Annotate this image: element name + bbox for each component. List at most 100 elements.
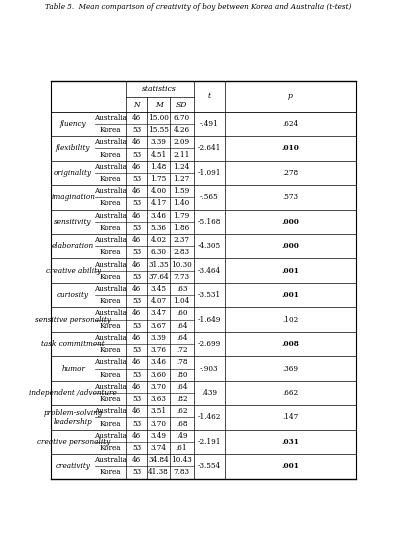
- Text: creativity: creativity: [56, 462, 91, 470]
- Text: -3.464: -3.464: [198, 267, 221, 275]
- Text: 1.59: 1.59: [173, 187, 190, 195]
- Text: 4.00: 4.00: [150, 187, 167, 195]
- Text: 1.24: 1.24: [173, 163, 190, 171]
- Text: .001: .001: [281, 291, 299, 299]
- Text: .000: .000: [281, 242, 299, 250]
- Text: 37.64: 37.64: [148, 273, 169, 281]
- Text: 46: 46: [132, 334, 141, 342]
- Text: 4.07: 4.07: [150, 297, 167, 305]
- Text: statistics: statistics: [143, 85, 177, 93]
- Text: Australia: Australia: [94, 334, 127, 342]
- Text: SD: SD: [176, 100, 187, 109]
- Text: .001: .001: [281, 267, 299, 275]
- Text: .63: .63: [176, 285, 187, 293]
- Text: 7.83: 7.83: [173, 468, 190, 476]
- Text: 3.70: 3.70: [150, 420, 167, 428]
- Text: Korea: Korea: [100, 370, 121, 379]
- Text: 46: 46: [132, 407, 141, 415]
- Text: Australia: Australia: [94, 236, 127, 244]
- Text: 53: 53: [132, 297, 141, 305]
- Text: sensitive personality: sensitive personality: [35, 315, 111, 323]
- Text: Korea: Korea: [100, 151, 121, 159]
- Text: Australia: Australia: [94, 285, 127, 293]
- Text: .68: .68: [176, 420, 187, 428]
- Text: 46: 46: [132, 285, 141, 293]
- Text: 2.09: 2.09: [173, 138, 190, 146]
- Text: t: t: [208, 92, 211, 100]
- Text: Australia: Australia: [94, 261, 127, 268]
- Text: .102: .102: [282, 315, 299, 323]
- Text: .008: .008: [281, 340, 299, 348]
- Text: 3.46: 3.46: [150, 359, 167, 366]
- Text: 34.84: 34.84: [148, 456, 169, 464]
- Text: 53: 53: [132, 370, 141, 379]
- Text: 3.51: 3.51: [150, 407, 167, 415]
- Text: Korea: Korea: [100, 248, 121, 256]
- Text: 53: 53: [132, 346, 141, 354]
- Text: .64: .64: [176, 334, 187, 342]
- Text: 53: 53: [132, 126, 141, 134]
- Text: -2.641: -2.641: [198, 145, 221, 152]
- Text: 53: 53: [132, 199, 141, 207]
- Text: 53: 53: [132, 322, 141, 330]
- Text: 3.76: 3.76: [150, 346, 167, 354]
- Text: task commitment: task commitment: [41, 340, 105, 348]
- Text: Australia: Australia: [94, 163, 127, 171]
- Text: -3.531: -3.531: [198, 291, 221, 299]
- Text: -1.649: -1.649: [198, 315, 221, 323]
- Text: Australia: Australia: [94, 114, 127, 122]
- Text: 3.63: 3.63: [150, 395, 166, 403]
- Text: 46: 46: [132, 383, 141, 391]
- Text: -5.168: -5.168: [198, 218, 221, 226]
- Text: 1.04: 1.04: [173, 297, 190, 305]
- Text: Korea: Korea: [100, 199, 121, 207]
- Text: -.565: -.565: [200, 193, 219, 201]
- Text: elaboration: elaboration: [52, 242, 94, 250]
- Text: .147: .147: [282, 414, 299, 421]
- Text: .78: .78: [176, 359, 187, 366]
- Text: Australia: Australia: [94, 359, 127, 366]
- Text: 2.37: 2.37: [173, 236, 190, 244]
- Text: Korea: Korea: [100, 420, 121, 428]
- Text: p: p: [288, 92, 293, 100]
- Text: -1.462: -1.462: [198, 414, 221, 421]
- Text: 7.73: 7.73: [173, 273, 190, 281]
- Text: Korea: Korea: [100, 444, 121, 452]
- Text: .439: .439: [201, 389, 217, 397]
- Text: creative ability: creative ability: [46, 267, 101, 275]
- Text: 53: 53: [132, 395, 141, 403]
- Text: creative personality: creative personality: [37, 438, 110, 446]
- Text: -3.554: -3.554: [198, 462, 221, 470]
- Text: 46: 46: [132, 261, 141, 268]
- Text: originality: originality: [54, 169, 92, 177]
- Text: .278: .278: [282, 169, 299, 177]
- Text: -.903: -.903: [200, 364, 219, 373]
- Text: 46: 46: [132, 236, 141, 244]
- Text: Australia: Australia: [94, 138, 127, 146]
- Text: .82: .82: [176, 395, 187, 403]
- Text: -2.699: -2.699: [198, 340, 221, 348]
- Text: 15.00: 15.00: [148, 114, 169, 122]
- Text: .64: .64: [176, 322, 187, 330]
- Text: .662: .662: [282, 389, 299, 397]
- Text: 3.46: 3.46: [150, 212, 167, 220]
- Text: 3.47: 3.47: [150, 309, 167, 318]
- Text: 46: 46: [132, 309, 141, 318]
- Text: Australia: Australia: [94, 432, 127, 440]
- Text: humor: humor: [61, 364, 85, 373]
- Text: 1.27: 1.27: [173, 175, 190, 183]
- Text: 15.55: 15.55: [148, 126, 169, 134]
- Text: 5.36: 5.36: [150, 224, 167, 232]
- Text: .624: .624: [282, 120, 299, 128]
- Text: .573: .573: [282, 193, 299, 201]
- Text: 1.75: 1.75: [150, 175, 167, 183]
- Text: 46: 46: [132, 163, 141, 171]
- Text: independent /adventure: independent /adventure: [29, 389, 117, 397]
- Text: 53: 53: [132, 273, 141, 281]
- Text: 3.70: 3.70: [150, 383, 167, 391]
- Text: 1.48: 1.48: [150, 163, 167, 171]
- Text: Korea: Korea: [100, 273, 121, 281]
- Text: flexibility: flexibility: [56, 145, 91, 152]
- Text: .64: .64: [176, 383, 187, 391]
- Text: 3.45: 3.45: [150, 285, 167, 293]
